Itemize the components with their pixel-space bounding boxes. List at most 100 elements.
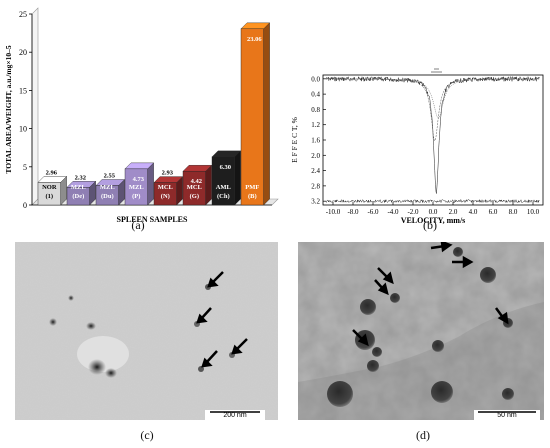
arrow-icon: [452, 255, 474, 269]
bar-category-label: PMF: [245, 184, 259, 191]
bar-front: [95, 185, 119, 206]
spectrum-chart: 0.0 0.4 0.8 1.2 1.6 2.0 2.4 2.8 3.2 -10.0 -8.0 -6.0…: [290, 68, 544, 225]
bar-category-label: NOR: [42, 184, 57, 191]
scale-bar-label: 200 nm: [223, 412, 247, 419]
bar-front: [37, 182, 61, 206]
bar-front: [66, 187, 90, 206]
tem-nanoparticle: [360, 299, 376, 315]
bar-value-label: 2.55: [104, 173, 116, 180]
bar-category-label: (N): [161, 193, 170, 200]
x-tick-label: -6.0: [367, 208, 379, 216]
bar-value-label: 2.96: [46, 169, 58, 176]
y-tick-label: 2.4: [311, 167, 320, 175]
scale-bar-box: [474, 410, 540, 420]
tem-particle-cluster: [88, 359, 106, 375]
arrow-icon: [374, 279, 389, 296]
y-tick-label: 1.2: [311, 121, 320, 129]
bar-side: [263, 22, 270, 206]
y-tick-label: 1.6: [311, 137, 320, 145]
tem-nanoparticle: [480, 267, 496, 283]
tem-nanoparticle: [502, 388, 514, 400]
bar-chart: 0 5 10 15 20 25 TOTAL AREA/WEIGHT, a.u./mg×10–…: [4, 7, 279, 224]
scale-bar-label: 50 nm: [497, 412, 517, 419]
bar-front: [153, 182, 177, 206]
tem-noise: [15, 242, 278, 420]
tem-nanoparticle: [367, 360, 379, 372]
tem-particle: [86, 322, 96, 330]
scale-bar-box: [205, 410, 265, 420]
bar: MZL (De) 2.32: [66, 174, 97, 206]
arrow-icon: [352, 329, 369, 347]
caption-d: (d): [416, 428, 430, 442]
arrow-icons: [352, 242, 509, 347]
bar-front: [182, 171, 206, 206]
y-tick-label: 15: [19, 86, 27, 95]
x-tick-label: -2.0: [407, 208, 419, 216]
x-tick-label: 0.0: [429, 208, 438, 216]
bar-side: [147, 162, 154, 206]
arrow-icon: [196, 307, 212, 324]
y-axis-title: E F F E C T, %: [290, 117, 299, 163]
bar-value-label: 23.06: [247, 36, 262, 43]
bar-front: [211, 156, 235, 206]
y-axis-title: TOTAL AREA/WEIGHT, a.u./mg×10–5: [4, 45, 13, 174]
bar: MZL (P) 4.73: [124, 162, 155, 206]
bar-category-label: (G): [190, 193, 199, 200]
residual-series: [325, 198, 540, 204]
y-tick-label: 0: [23, 201, 27, 210]
tem-nanoparticle: [390, 293, 400, 303]
spectrum-component: [326, 78, 540, 119]
bar-side: [234, 150, 241, 206]
x-axis-title: SPLEEN SAMPLES: [117, 215, 188, 224]
tem-nanoparticle: [431, 381, 453, 403]
y-tick-label: 3.2: [311, 198, 320, 206]
bar-value-label: 4.42: [191, 178, 202, 185]
spectrum-data-series: [325, 76, 541, 194]
y-tick-label: 5: [23, 163, 27, 172]
tem-nanoparticle: [198, 366, 204, 372]
bar-category-label: (B): [248, 193, 257, 200]
bar-category-label: MZL: [71, 184, 86, 191]
bar-value-label: 2.93: [162, 170, 174, 177]
arrow-icon: [494, 307, 509, 325]
x-tick-label: 8.0: [509, 208, 518, 216]
y-tick-label: 2.8: [311, 182, 320, 190]
tem-micrograph-c: [15, 242, 278, 420]
arrow-icons: [196, 271, 248, 368]
x-axis-title: VELOCITY, mm/s: [401, 216, 466, 225]
panel-a-bar-chart: 0 5 10 15 20 25 TOTAL AREA/WEIGHT, a.u./mg×10–…: [0, 0, 285, 235]
spectrum-component: [326, 78, 540, 142]
bar-category-label: (Du): [101, 193, 114, 200]
y-tick-label: 2.0: [311, 152, 320, 160]
bar: MZL (Du) 2.55: [95, 173, 126, 206]
tem-particle: [68, 295, 74, 301]
bar-category-label: (Ch): [217, 193, 230, 200]
y-tick-label: 0.0: [311, 75, 320, 83]
y-tick-label: 20: [19, 48, 27, 57]
x-tick-label: 6.0: [489, 208, 498, 216]
bar-side: [205, 164, 212, 206]
x-tick-label: -10.0: [326, 208, 341, 216]
tem-particle: [49, 318, 57, 326]
tem-nanoparticle: [432, 340, 444, 352]
bar-front: [124, 168, 148, 206]
x-tick-label: -8.0: [347, 208, 359, 216]
tem-nanoparticle: [372, 347, 382, 357]
bar-category-label: MCL: [158, 184, 174, 191]
side-wall: [31, 7, 39, 206]
bar: MCL (N) 2.93: [153, 170, 184, 206]
x-tick-label: 4.0: [469, 208, 478, 216]
plot-frame: [322, 74, 544, 206]
x-tick-label: -4.0: [387, 208, 399, 216]
bar-value-label: 2.32: [75, 174, 86, 181]
x-tick-label: 2.0: [449, 208, 458, 216]
bar-category-label: (1): [46, 193, 54, 200]
caption-c: (c): [140, 428, 154, 442]
x-tick-label: 10.0: [527, 208, 540, 216]
y-tick-label: 25: [19, 10, 27, 19]
bar: PMF (B) 23.06: [240, 22, 271, 206]
caption-a: (a): [131, 218, 145, 232]
arrow-icon: [231, 338, 248, 355]
tem-nanoparticle: [327, 381, 353, 407]
tem-nanoparticle: [453, 247, 463, 257]
